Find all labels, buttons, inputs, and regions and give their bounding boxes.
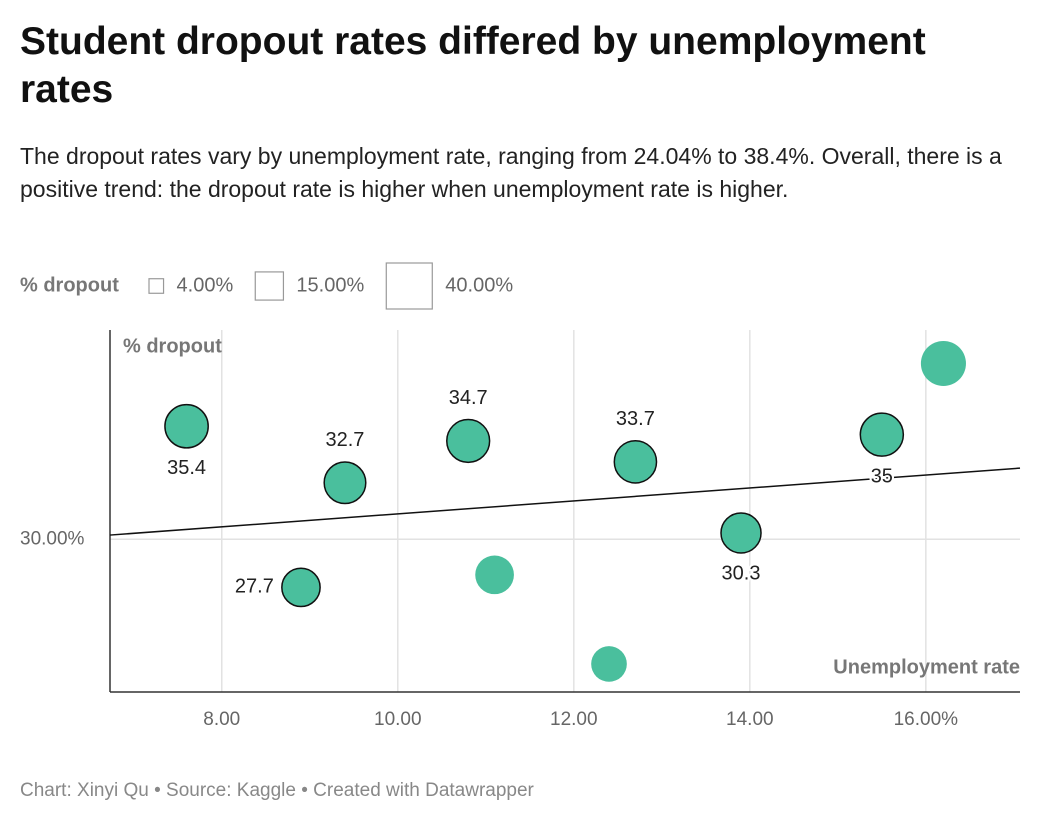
footer: Chart: Xinyi Qu • Source: Kaggle • Creat…: [20, 780, 534, 801]
chart-subtitle: The dropout rates vary by unemployment r…: [20, 143, 1002, 202]
legend-label: 40.00%: [445, 274, 513, 296]
x-axis-title: Unemployment rate: [833, 656, 1020, 678]
point: [859, 412, 905, 457]
x-tick-label: 10.00: [374, 709, 422, 730]
data-label: 35: [871, 465, 893, 487]
point: [475, 555, 514, 595]
data-label: 30.3: [722, 562, 761, 584]
x-tick-label: 12.00: [550, 709, 598, 730]
legend-swatch: [385, 262, 433, 310]
legend-swatch: [148, 278, 165, 294]
chart-title: Student dropout rates differed by unempl…: [20, 20, 926, 111]
data-label: 35.4: [167, 457, 206, 479]
x-tick-label: 16.00%: [894, 709, 959, 730]
x-tick-label: 14.00: [726, 709, 774, 730]
point: [323, 461, 367, 505]
legend-title: % dropout: [20, 274, 119, 296]
point: [446, 418, 491, 464]
data-label: 33.7: [616, 408, 655, 430]
data-label: 32.7: [326, 429, 365, 451]
point: [720, 512, 762, 554]
y-axis-title: % dropout: [123, 335, 222, 357]
legend-label: 15.00%: [296, 274, 364, 296]
data-label: 34.7: [449, 387, 488, 409]
legend-label: 4.00%: [177, 274, 234, 296]
point: [164, 403, 209, 449]
point: [591, 646, 627, 682]
data-label: 27.7: [235, 576, 274, 598]
legend-swatch: [254, 271, 285, 301]
trend-line: [109, 467, 1021, 536]
point: [281, 567, 321, 608]
y-tick-label: 30.00%: [20, 528, 85, 549]
point: [613, 439, 658, 484]
x-tick-label: 8.00: [203, 709, 240, 730]
point: [920, 340, 966, 387]
